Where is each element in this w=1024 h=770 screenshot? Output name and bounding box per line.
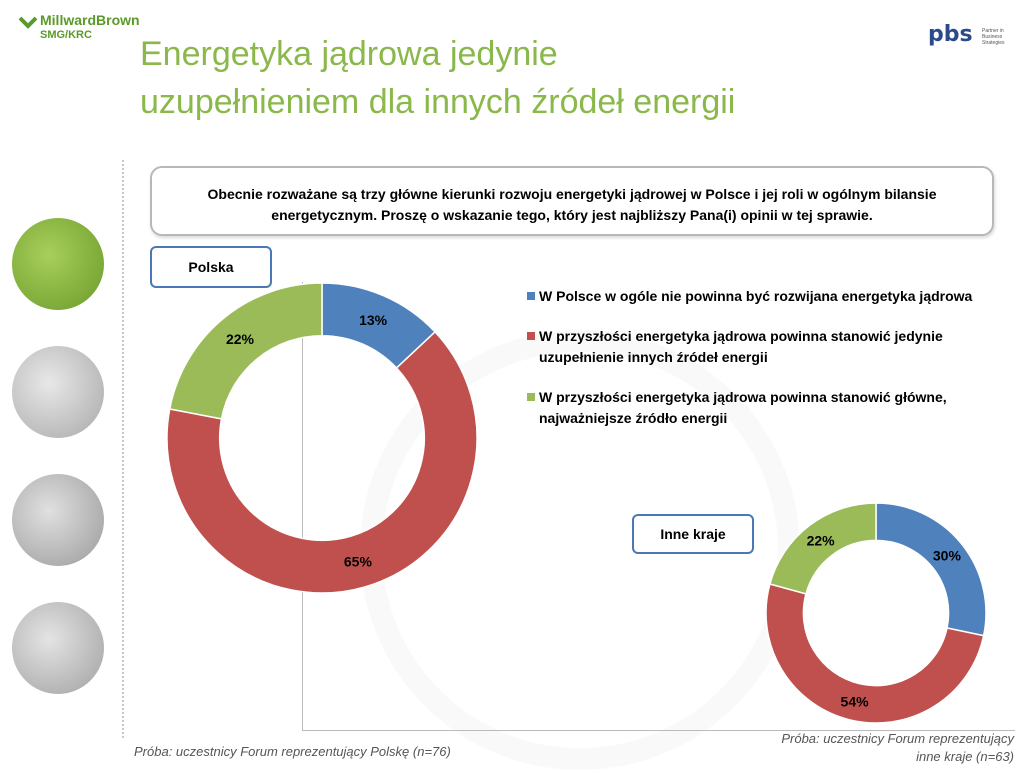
chart-frame bbox=[302, 282, 1015, 731]
donut-slice-polska-green bbox=[168, 282, 323, 420]
side-photo-oil-rig-icon bbox=[12, 602, 104, 694]
title-line-2: uzupełnieniem dla innych źródeł energii bbox=[140, 83, 736, 121]
donut-slice-inne-kraje-green bbox=[768, 502, 877, 595]
donut-label-inne-kraje-blue: 30% bbox=[933, 547, 962, 563]
page-title: Energetyka jądrowa jedynie uzupełnieniem… bbox=[140, 30, 900, 126]
donut-label-inne-kraje-red: 54% bbox=[841, 694, 870, 710]
legend-label-blue: W Polsce w ogóle nie powinna być rozwija… bbox=[539, 288, 973, 304]
brand-left-sub: SMG/KRC bbox=[40, 29, 92, 41]
donut-label-polska-green: 22% bbox=[226, 331, 255, 347]
survey-question: Obecnie rozważane są trzy główne kierunk… bbox=[150, 166, 994, 236]
chart-legend: W Polsce w ogóle nie powinna być rozwija… bbox=[527, 286, 1007, 448]
footnote-inne-kraje: Próba: uczestnicy Forum reprezentujący i… bbox=[700, 730, 1014, 766]
brand-left-name: MillwardBrown bbox=[40, 12, 140, 28]
legend-label-green: W przyszłości energetyka jądrowa powinna… bbox=[539, 389, 947, 426]
footnote-inne-kraje-line-1: Próba: uczestnicy Forum reprezentujący bbox=[781, 731, 1014, 746]
legend-item-red: W przyszłości energetyka jądrowa powinna… bbox=[527, 326, 1007, 368]
footnote-polska: Próba: uczestnicy Forum reprezentujący P… bbox=[134, 744, 451, 759]
legend-item-green: W przyszłości energetyka jądrowa powinna… bbox=[527, 387, 1007, 429]
chart-title-polska: Polska bbox=[150, 246, 272, 288]
legend-item-blue: W Polsce w ogóle nie powinna być rozwija… bbox=[527, 286, 1007, 307]
side-photo-energy-icon bbox=[12, 218, 104, 310]
legend-swatch-red bbox=[527, 332, 535, 340]
chart-title-inne-kraje: Inne kraje bbox=[632, 514, 754, 554]
brand-right-name: pbs bbox=[928, 22, 973, 47]
millward-brown-logo: MillwardBrown SMG/KRC bbox=[18, 12, 140, 48]
donut-label-polska-red: 65% bbox=[344, 554, 373, 570]
donut-label-polska-blue: 13% bbox=[359, 312, 388, 328]
side-photo-power-line-icon bbox=[12, 474, 104, 566]
legend-label-red: W przyszłości energetyka jądrowa powinna… bbox=[539, 328, 943, 365]
donut-slice-inne-kraje-red bbox=[765, 583, 985, 724]
brand-right-tagline: Partner in Business Strategies bbox=[982, 28, 1005, 46]
donut-slice-polska-red bbox=[166, 330, 478, 594]
donut-slice-inne-kraje-blue bbox=[875, 502, 987, 637]
side-photo-wind-turbine-icon bbox=[12, 346, 104, 438]
donut-chart-inne-kraje: 30% 54% 22% bbox=[765, 502, 987, 724]
footnote-inne-kraje-line-2: inne kraje (n=63) bbox=[916, 749, 1014, 764]
pbs-logo: pbs Partner in Business Strategies bbox=[924, 14, 1014, 50]
legend-swatch-blue bbox=[527, 292, 535, 300]
dotted-divider bbox=[122, 160, 124, 738]
title-line-1: Energetyka jądrowa jedynie bbox=[140, 35, 558, 73]
legend-swatch-green bbox=[527, 393, 535, 401]
donut-chart-polska: 13% 65% 22% bbox=[166, 282, 478, 594]
millward-brown-icon bbox=[18, 16, 38, 29]
donut-label-inne-kraje-green: 22% bbox=[807, 532, 836, 548]
